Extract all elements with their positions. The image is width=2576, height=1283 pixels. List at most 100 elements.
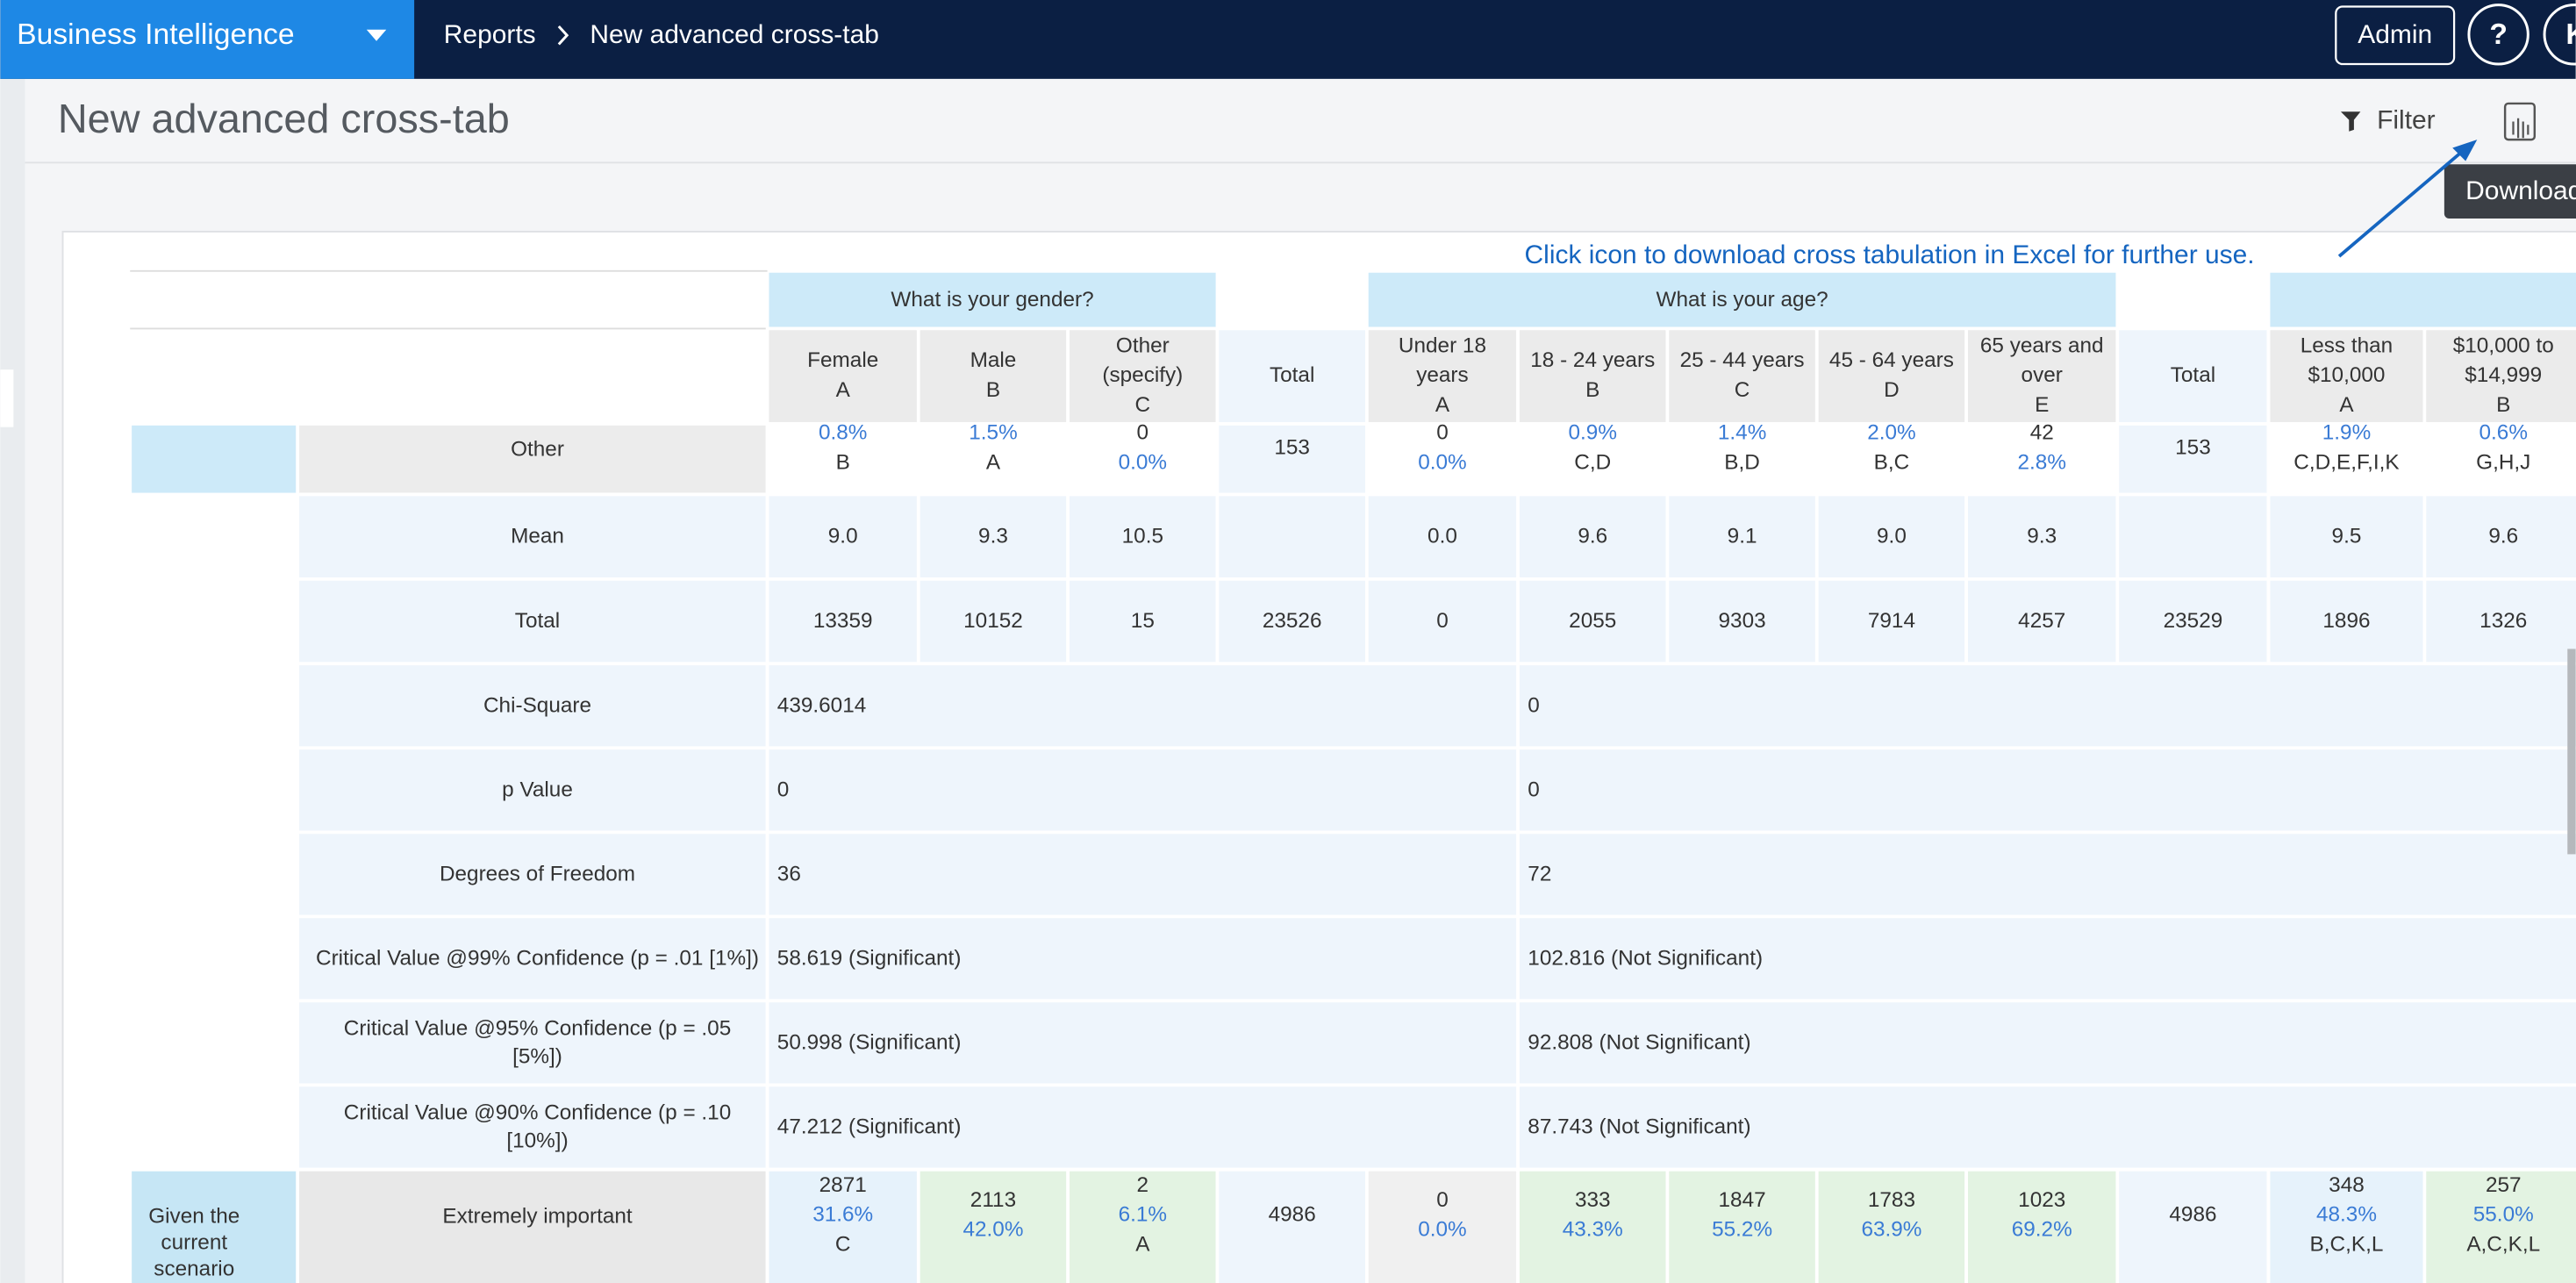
stat-cell (1516, 914, 2576, 1003)
product-name: Business Intelligence (17, 18, 294, 51)
stat-cell (1516, 999, 2576, 1087)
cell (2266, 422, 2427, 497)
breadcrumb-current: New advanced cross-tab (590, 20, 878, 49)
row-group-label: Given the (148, 1205, 240, 1229)
cell-percent: 48.3% (2316, 1203, 2377, 1227)
stat-cell (1516, 746, 2576, 835)
stat-cell (765, 830, 1520, 919)
cell (1964, 492, 2120, 581)
stat-value: 50.998 (Significant) (777, 1030, 962, 1054)
cell (765, 1167, 920, 1283)
cell-significance: B,C,K,L (2310, 1232, 2384, 1256)
stat-cell (765, 746, 1520, 835)
filter-label[interactable]: Filter (2377, 105, 2436, 134)
cell-percent: 63.9% (1861, 1218, 1921, 1242)
column-header-label: 65 years and (1980, 333, 2104, 357)
row-label: Mean (511, 525, 564, 548)
row-label: [5%]) (512, 1044, 562, 1068)
row-label: Other (511, 437, 564, 461)
cell-percent: 0.0% (1418, 1218, 1466, 1242)
cell-count: 1847 (1719, 1188, 1766, 1212)
cell (1215, 1167, 1369, 1283)
cell-significance: A (986, 450, 1001, 474)
cell-percent: 1.4% (1718, 421, 1766, 445)
cell-percent: 6.1% (1119, 1203, 1167, 1227)
scrollbar[interactable] (2567, 649, 2576, 855)
cell (2115, 1167, 2271, 1283)
cell-count: 1783 (1868, 1188, 1915, 1212)
cell-value: 1326 (2479, 609, 2527, 633)
download-icon[interactable] (2503, 102, 2537, 141)
column-header (1665, 326, 1819, 426)
user-avatar[interactable] (2543, 4, 2576, 66)
column-header-label: B (986, 378, 1000, 402)
cell-value: 13359 (813, 609, 873, 633)
cell-value: 9303 (1719, 609, 1766, 633)
stat-value: 36 (777, 862, 801, 885)
stat-value: 47.212 (Significant) (777, 1115, 962, 1139)
help-button[interactable] (2467, 4, 2529, 66)
filter-icon[interactable] (2340, 111, 2361, 132)
cell-value: 23529 (2164, 609, 2223, 633)
column-header (1215, 326, 1369, 426)
cell (2266, 1167, 2427, 1283)
column-header-label: $10,000 to (2453, 333, 2554, 357)
cell-value: 9.0 (828, 525, 858, 548)
stat-value: 58.619 (Significant) (777, 946, 962, 970)
column-header-label: Less than (2301, 333, 2394, 357)
column-header (1964, 326, 2120, 426)
cell-value: 1896 (2322, 609, 2370, 633)
cell-percent: 0.0% (1418, 450, 1466, 474)
cell-percent: 55.2% (1712, 1218, 1772, 1242)
product-switcher[interactable] (0, 0, 415, 79)
cell-value: 4257 (2018, 609, 2065, 633)
cell (1964, 577, 2120, 666)
dropdown-icon[interactable] (366, 29, 387, 41)
stat-cell (765, 914, 1520, 1003)
column-header-label: $10,000 (2308, 363, 2386, 387)
cell (1066, 1167, 1220, 1283)
cell-significance: B,D (1724, 450, 1760, 474)
cell-percent: 43.3% (1563, 1218, 1623, 1242)
admin-button[interactable] (2335, 5, 2456, 66)
cell (1516, 577, 1670, 666)
cell (1814, 422, 1968, 497)
cell (1364, 1167, 1520, 1283)
tooltip-label: Download (2465, 176, 2576, 205)
help-label: ? (2489, 18, 2508, 51)
column-header-label: 18 - 24 years (1530, 348, 1655, 372)
cell-significance: C,D (1574, 450, 1611, 474)
cell-count: 153 (1274, 435, 1310, 459)
cursor-hand (2512, 118, 2529, 139)
stat-value: 72 (1528, 862, 1551, 885)
column-header-label: 25 - 44 years (1680, 348, 1805, 372)
row-group-label: scenario (154, 1257, 234, 1280)
column-header-label: A (1435, 393, 1450, 417)
sidebar-tab[interactable] (0, 369, 14, 427)
cell-count: 42 (2030, 421, 2054, 445)
cell-percent: 0.8% (819, 421, 867, 445)
stat-cell (765, 1083, 1520, 1172)
cell-count: 4986 (2169, 1203, 2216, 1227)
cell-percent: 0.0% (1119, 450, 1167, 474)
breadcrumb-link[interactable]: Reports (444, 20, 536, 49)
row-label-cell (296, 1083, 769, 1172)
cell-count: 153 (2175, 435, 2211, 459)
cell-count: 1023 (2018, 1188, 2065, 1212)
row-group (128, 422, 300, 497)
cell (1066, 422, 1220, 497)
column-header-label: Other (1116, 333, 1170, 357)
cell (1665, 422, 1819, 497)
row-label: Critical Value @95% Confidence (p = .05 (344, 1017, 731, 1041)
cell-percent: 1.9% (2322, 421, 2371, 445)
row-label-cell (296, 492, 769, 581)
stat-value: 0 (1528, 693, 1540, 717)
stat-value: 0 (1528, 778, 1540, 801)
column-header-label: A (2339, 393, 2354, 417)
cell (916, 422, 1070, 497)
cell (765, 422, 920, 497)
page-title: New advanced cross-tab (58, 96, 510, 141)
stat-cell (1516, 662, 2576, 750)
row-label: Critical Value @99% Confidence (p = .01 … (316, 946, 759, 970)
